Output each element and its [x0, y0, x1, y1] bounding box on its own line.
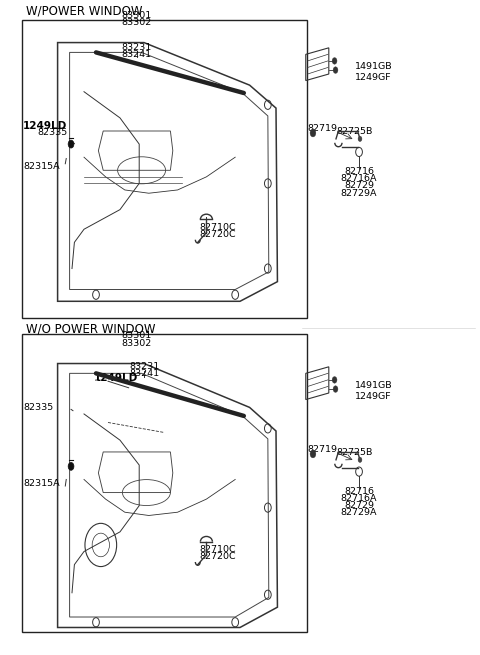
Text: 82725B: 82725B [336, 448, 372, 457]
Bar [22, 334, 307, 632]
Text: 82719: 82719 [307, 445, 337, 455]
Text: 82729A: 82729A [341, 189, 377, 198]
Text: 83241: 83241 [122, 50, 152, 59]
Text: 82720C: 82720C [199, 552, 236, 561]
Text: 83301: 83301 [121, 331, 152, 341]
Text: 83302: 83302 [121, 18, 152, 28]
Circle shape [358, 136, 362, 141]
Circle shape [310, 450, 316, 458]
Text: 82315A: 82315A [23, 162, 60, 172]
Text: 82716A: 82716A [341, 174, 377, 183]
Text: 82315A: 82315A [23, 479, 60, 489]
Text: 82710C: 82710C [199, 223, 236, 232]
Circle shape [68, 140, 74, 148]
Circle shape [68, 462, 74, 470]
Circle shape [333, 386, 338, 392]
Text: 1249GF: 1249GF [355, 392, 392, 401]
Text: 82716: 82716 [344, 167, 374, 176]
Bar [22, 20, 307, 318]
Text: 82716A: 82716A [341, 494, 377, 503]
Text: 82729: 82729 [344, 501, 374, 510]
Text: 83241: 83241 [129, 369, 159, 379]
Text: 83231: 83231 [121, 43, 152, 52]
Text: 82729: 82729 [344, 181, 374, 191]
Text: 83301: 83301 [121, 11, 152, 20]
Text: 82335: 82335 [37, 128, 68, 137]
Text: 1491GB: 1491GB [355, 62, 393, 71]
Text: 82719: 82719 [307, 124, 337, 134]
Text: 82335: 82335 [23, 403, 53, 412]
Circle shape [333, 67, 338, 73]
Text: 1249LD: 1249LD [94, 373, 138, 383]
Text: 83302: 83302 [121, 339, 152, 348]
Circle shape [332, 377, 337, 383]
Circle shape [310, 129, 316, 137]
Text: W/O POWER WINDOW: W/O POWER WINDOW [26, 323, 156, 336]
Text: W/POWER WINDOW: W/POWER WINDOW [26, 5, 143, 18]
Text: 1491GB: 1491GB [355, 381, 393, 390]
Text: 1249GF: 1249GF [355, 73, 392, 82]
Circle shape [332, 58, 337, 64]
Text: 83231: 83231 [129, 362, 159, 371]
Text: 82725B: 82725B [336, 127, 372, 136]
Text: 82720C: 82720C [199, 230, 236, 239]
Circle shape [358, 457, 362, 462]
Text: 82729A: 82729A [341, 508, 377, 517]
Text: 82716: 82716 [344, 487, 374, 496]
Text: 82710C: 82710C [199, 545, 236, 554]
Text: 1249LD: 1249LD [23, 121, 67, 131]
